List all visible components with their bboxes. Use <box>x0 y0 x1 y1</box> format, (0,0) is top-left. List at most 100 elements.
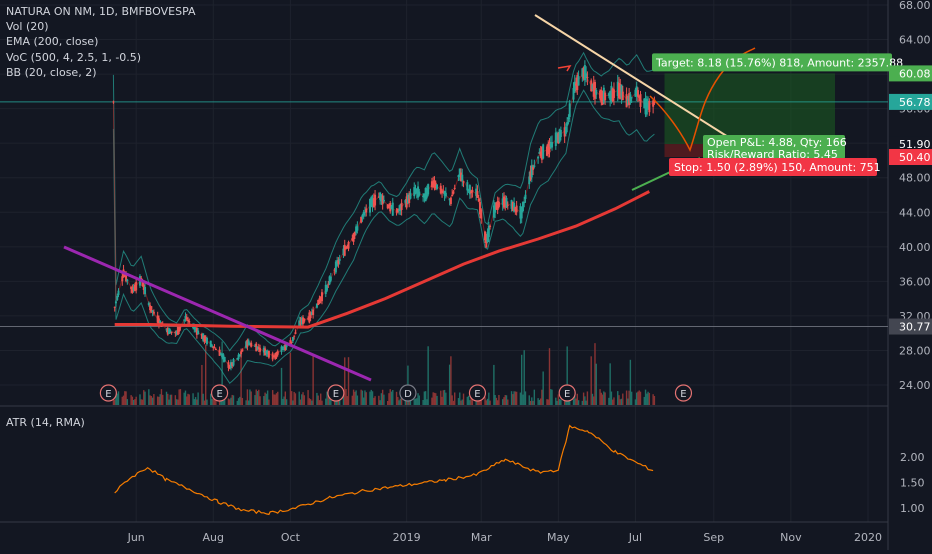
candle-body <box>390 206 393 209</box>
volume-bar <box>600 392 603 405</box>
volume-bar <box>604 392 606 405</box>
candle-body <box>152 311 155 314</box>
volume-bar <box>392 390 394 405</box>
candle-body <box>317 299 320 306</box>
candle-body <box>391 202 394 216</box>
ema-200-line[interactable] <box>114 190 650 329</box>
volume-bar <box>203 400 206 405</box>
volume-bar <box>143 390 145 405</box>
arrow-annotation[interactable] <box>557 64 572 72</box>
volume-bar <box>284 391 287 405</box>
volume-bar <box>186 396 188 405</box>
candle-body <box>430 181 433 188</box>
price-tag-box[interactable] <box>889 93 932 110</box>
candle-body <box>423 193 426 198</box>
volume-bar <box>124 391 126 405</box>
candle-body <box>494 202 497 213</box>
downtrend-line[interactable] <box>63 245 372 382</box>
volume-bar <box>121 396 123 405</box>
earnings-marker[interactable] <box>674 384 693 402</box>
volume-bar <box>150 395 153 405</box>
volume-bar <box>264 392 266 405</box>
price-tag-box[interactable] <box>889 65 932 82</box>
candle-body <box>237 354 240 359</box>
volume-bar <box>162 394 164 405</box>
candle-body <box>169 330 172 334</box>
volume-bar <box>311 400 313 405</box>
volume-bar <box>551 389 553 405</box>
candle-body <box>485 237 488 248</box>
candle-body <box>262 347 265 353</box>
atr-indicator-label[interactable]: ATR (14, RMA) <box>6 416 85 429</box>
ema-indicator-label[interactable]: EMA (200, close) <box>6 35 99 49</box>
volume-bar <box>130 395 132 405</box>
candle-body <box>477 198 480 202</box>
candle-body <box>638 96 641 98</box>
atr-line[interactable] <box>114 424 654 516</box>
volume-bar <box>365 392 367 405</box>
candle-body <box>303 318 306 322</box>
candle-body <box>452 191 455 194</box>
candle-body <box>551 142 554 148</box>
symbol-title[interactable]: NATURA ON NM, 1D, BMFBOVESPA <box>6 5 196 18</box>
volume-bar <box>599 389 601 405</box>
volume-bar <box>336 400 338 405</box>
volume-bar <box>370 389 372 405</box>
candle-body <box>267 350 270 358</box>
price-tag-box[interactable] <box>889 136 932 153</box>
volume-bar <box>231 394 233 405</box>
earnings-marker[interactable] <box>399 384 417 402</box>
earnings-marker[interactable] <box>558 384 576 402</box>
volume-bar <box>301 394 303 405</box>
volume-bar <box>175 399 178 405</box>
price-tag-box[interactable] <box>889 318 932 335</box>
volume-bar <box>240 353 242 405</box>
volume-bar <box>115 393 117 405</box>
candle-body <box>336 260 339 266</box>
earnings-marker[interactable] <box>327 384 345 402</box>
earnings-marker-label: E <box>333 389 339 400</box>
volume-bar <box>271 390 274 405</box>
volume-bar <box>316 392 318 405</box>
candle-body <box>329 276 332 281</box>
volume-bar <box>441 396 443 405</box>
candle-body <box>151 310 154 313</box>
volume-bar <box>188 394 190 405</box>
volume-bar <box>622 393 624 405</box>
volume-bar <box>371 391 374 405</box>
volume-bar <box>565 400 567 405</box>
candle-body <box>513 202 516 212</box>
earnings-marker[interactable] <box>211 384 229 402</box>
profit-zone[interactable] <box>664 73 835 145</box>
candle-body <box>556 134 559 140</box>
candle-body <box>174 331 177 334</box>
volume-bar <box>390 391 393 405</box>
candle-body <box>621 91 624 100</box>
volume-bar <box>555 397 557 405</box>
earnings-marker[interactable] <box>468 384 487 402</box>
volume-bar <box>289 352 292 405</box>
candle-body <box>418 191 421 196</box>
volume-indicator-label[interactable]: Vol (20) <box>6 20 49 34</box>
volume-bar <box>117 391 120 405</box>
candle-body <box>409 192 412 199</box>
candle-body <box>228 365 231 369</box>
candle-body <box>462 181 465 183</box>
volume-bar <box>230 397 232 405</box>
volume-bar <box>360 389 362 405</box>
volume-bar <box>575 398 577 405</box>
price-tag-box[interactable] <box>889 149 932 165</box>
voc-indicator-label[interactable]: VoC (500, 4, 2.5, 1, -0.5) <box>6 50 142 64</box>
bb-indicator-label[interactable]: BB (20, close, 2) <box>6 65 97 79</box>
volume-bar <box>255 389 257 405</box>
volume-bar <box>413 399 415 405</box>
volume-bar <box>153 394 155 405</box>
earnings-marker[interactable] <box>99 384 117 402</box>
candle-body <box>133 284 136 291</box>
pnl-label-text: Open P&L: 4.88, Qty: 166 <box>707 136 847 149</box>
earnings-marker-label: D <box>404 389 412 400</box>
time-axis-tick-label: Jun <box>127 531 145 544</box>
candle-body <box>265 350 268 354</box>
